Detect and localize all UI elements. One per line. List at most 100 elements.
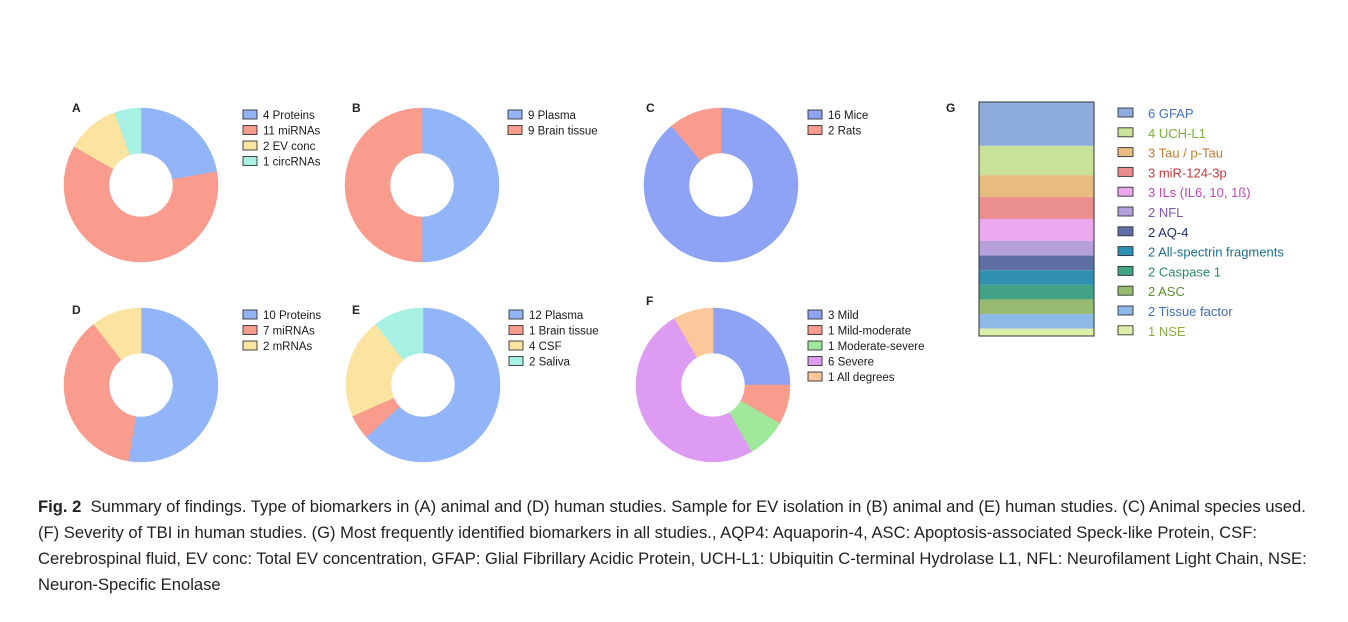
legend-label: 1 circRNAs xyxy=(263,157,321,169)
pie-slice xyxy=(421,107,500,263)
legend-label: 2 AQ-4 xyxy=(1148,225,1188,240)
legend-swatch xyxy=(1117,226,1134,237)
panel-d: D 10 Proteins 7 miRNAs 2 mRNAs xyxy=(63,303,321,463)
legend-label: 3 Mild xyxy=(828,310,859,322)
pie-slice xyxy=(643,107,799,263)
legend-label: 2 Caspase 1 xyxy=(1148,264,1221,279)
legend-swatch xyxy=(242,309,258,320)
legend-swatch xyxy=(508,356,524,366)
legend-swatch xyxy=(1117,147,1134,158)
bar-segment xyxy=(979,145,1094,176)
bar-segment xyxy=(979,314,1094,329)
legend-label: 2 Saliva xyxy=(529,357,571,369)
caption-text: Summary of findings. Type of biomarkers … xyxy=(38,497,1307,594)
bar-segment xyxy=(979,270,1094,285)
legend-label: 2 Tissue factor xyxy=(1148,304,1233,319)
pie-slice xyxy=(140,107,218,180)
legend-swatch xyxy=(242,156,258,166)
legend-label: 1 Moderate-severe xyxy=(828,341,925,353)
pie-slice xyxy=(712,307,791,386)
bar-segment xyxy=(979,328,1094,336)
bar-segment xyxy=(979,299,1094,315)
legend-swatch xyxy=(807,371,823,382)
legend-swatch xyxy=(1117,206,1134,217)
panel-e: E 12 Plasma 1 Brain tissue 4 CSF 2 Saliva xyxy=(345,303,599,463)
legend-swatch xyxy=(242,140,258,151)
bar-segment xyxy=(979,197,1094,219)
legend-swatch xyxy=(1117,246,1134,257)
legend-swatch xyxy=(807,109,823,120)
legend-label: 4 Proteins xyxy=(263,110,315,122)
legend-swatch xyxy=(508,309,524,320)
legend-label: 2 Rats xyxy=(828,126,861,138)
caption-label: Fig. 2 xyxy=(38,497,82,516)
bar-outline xyxy=(978,101,1095,337)
legend-swatch xyxy=(807,309,823,320)
legend-swatch xyxy=(807,325,823,335)
legend-swatch xyxy=(242,109,258,120)
pie-slice xyxy=(674,307,714,358)
bar-segment xyxy=(979,219,1094,241)
legend-label: 1 All degrees xyxy=(828,372,895,384)
legend-swatch xyxy=(1117,127,1134,138)
legend-label: 2 NFL xyxy=(1148,205,1183,220)
legend-label: 1 Brain tissue xyxy=(529,326,599,338)
panel-g: G 6 GFAP 4 UCH-L1 3 Tau / p-Tau 3 miR-124-3p… xyxy=(946,101,1284,339)
legend-label: 3 ILs (IL6, 10, 1ß) xyxy=(1148,185,1251,200)
legend-label: 7 miRNAs xyxy=(263,326,315,338)
pie-slice xyxy=(365,307,501,463)
legend-label: 9 Plasma xyxy=(528,110,577,122)
legend-swatch xyxy=(1117,186,1134,197)
panel-label: G xyxy=(946,101,955,115)
pie-slice xyxy=(63,323,137,462)
bar-segment xyxy=(979,284,1094,300)
legend-swatch xyxy=(1117,166,1134,177)
legend-label: 4 CSF xyxy=(529,341,562,353)
legend-label: 3 miR-124-3p xyxy=(1148,165,1227,180)
legend-label: 11 miRNAs xyxy=(263,126,321,138)
legend-label: 4 UCH-L1 xyxy=(1148,126,1206,141)
pie-slice xyxy=(128,307,219,463)
legend-label: 2 ASC xyxy=(1148,284,1185,299)
legend-label: 1 NSE xyxy=(1148,324,1186,339)
bar-segment xyxy=(979,175,1094,198)
bar-segment xyxy=(979,240,1094,256)
legend-swatch xyxy=(508,325,524,335)
legend-label: 1 Mild-moderate xyxy=(828,326,911,338)
bar-segment xyxy=(979,255,1094,271)
legend-label: 10 Proteins xyxy=(263,310,321,322)
panel-label: A xyxy=(72,101,81,115)
legend-swatch xyxy=(1117,265,1134,276)
panel-b: B 9 Plasma 9 Brain tissue xyxy=(344,101,598,263)
legend-label: 9 Brain tissue xyxy=(528,126,598,138)
panel-label: C xyxy=(646,101,655,115)
figure-panels: A 4 Proteins 11 miRNAs 2 EV conc 1 circRNAs B… xyxy=(63,101,1284,463)
panel-c: C 16 Mice 2 Rats xyxy=(643,101,868,263)
panel-label: F xyxy=(646,294,653,308)
panel-label: D xyxy=(72,303,81,317)
legend-swatch xyxy=(807,356,823,366)
legend-swatch xyxy=(507,125,523,135)
pie-slice xyxy=(635,317,752,463)
legend-swatch xyxy=(807,125,823,135)
legend-swatch xyxy=(807,340,823,351)
pie-slice xyxy=(671,107,722,161)
pie-slice xyxy=(93,307,142,361)
legend-swatch xyxy=(1117,107,1134,118)
pie-slice xyxy=(344,107,423,263)
legend-label: 3 Tau / p-Tau xyxy=(1148,146,1223,161)
pie-slice xyxy=(345,323,404,417)
legend-swatch xyxy=(1117,305,1134,316)
figure-caption: Fig. 2 Summary of findings. Type of biom… xyxy=(38,494,1328,598)
legend-swatch xyxy=(508,340,524,351)
legend-label: 2 EV conc xyxy=(263,141,316,153)
legend-swatch xyxy=(1117,285,1134,296)
legend-swatch xyxy=(242,125,258,135)
bar-segment xyxy=(979,102,1094,146)
pie-slice xyxy=(375,307,424,361)
legend-label: 12 Plasma xyxy=(529,310,584,322)
panel-a: A 4 Proteins 11 miRNAs 2 EV conc 1 circRNAs xyxy=(63,101,321,263)
panel-f: F 3 Mild 1 Mild-moderate 1 Moderate-severe 6… xyxy=(635,294,925,463)
legend-swatch xyxy=(242,340,258,351)
